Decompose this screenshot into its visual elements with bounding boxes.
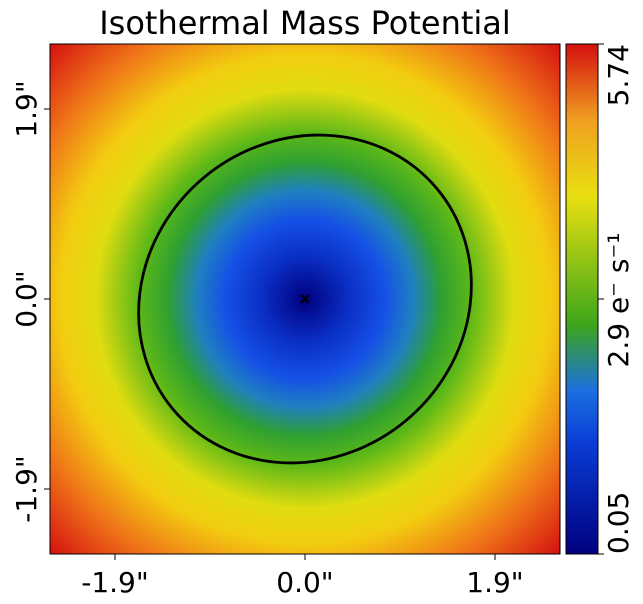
colorbar (565, 43, 599, 555)
colorbar-unit-label: 2.9 e⁻ s⁻¹ (602, 233, 635, 368)
center-marker-stroke (300, 294, 310, 304)
plot-area (50, 44, 560, 554)
y-tick-label: 0.0" (10, 270, 43, 327)
x-tick-label: 0.0" (276, 566, 333, 599)
x-tick-label: -1.9" (81, 566, 149, 599)
center-marker (300, 294, 310, 304)
colorbar-max-label: 5.74 (602, 44, 635, 106)
x-tick-label: 1.9" (466, 566, 523, 599)
y-axis-ticks: 1.9" 0.0" -1.9" (10, 80, 50, 523)
x-axis-ticks: -1.9" 0.0" 1.9" (81, 554, 524, 599)
critical-curve (137, 133, 473, 465)
colorbar-min-label: 0.05 (602, 492, 635, 554)
y-tick-label: 1.9" (10, 80, 43, 137)
y-tick-label: -1.9" (10, 455, 43, 523)
chart-title: Isothermal Mass Potential (99, 4, 511, 42)
